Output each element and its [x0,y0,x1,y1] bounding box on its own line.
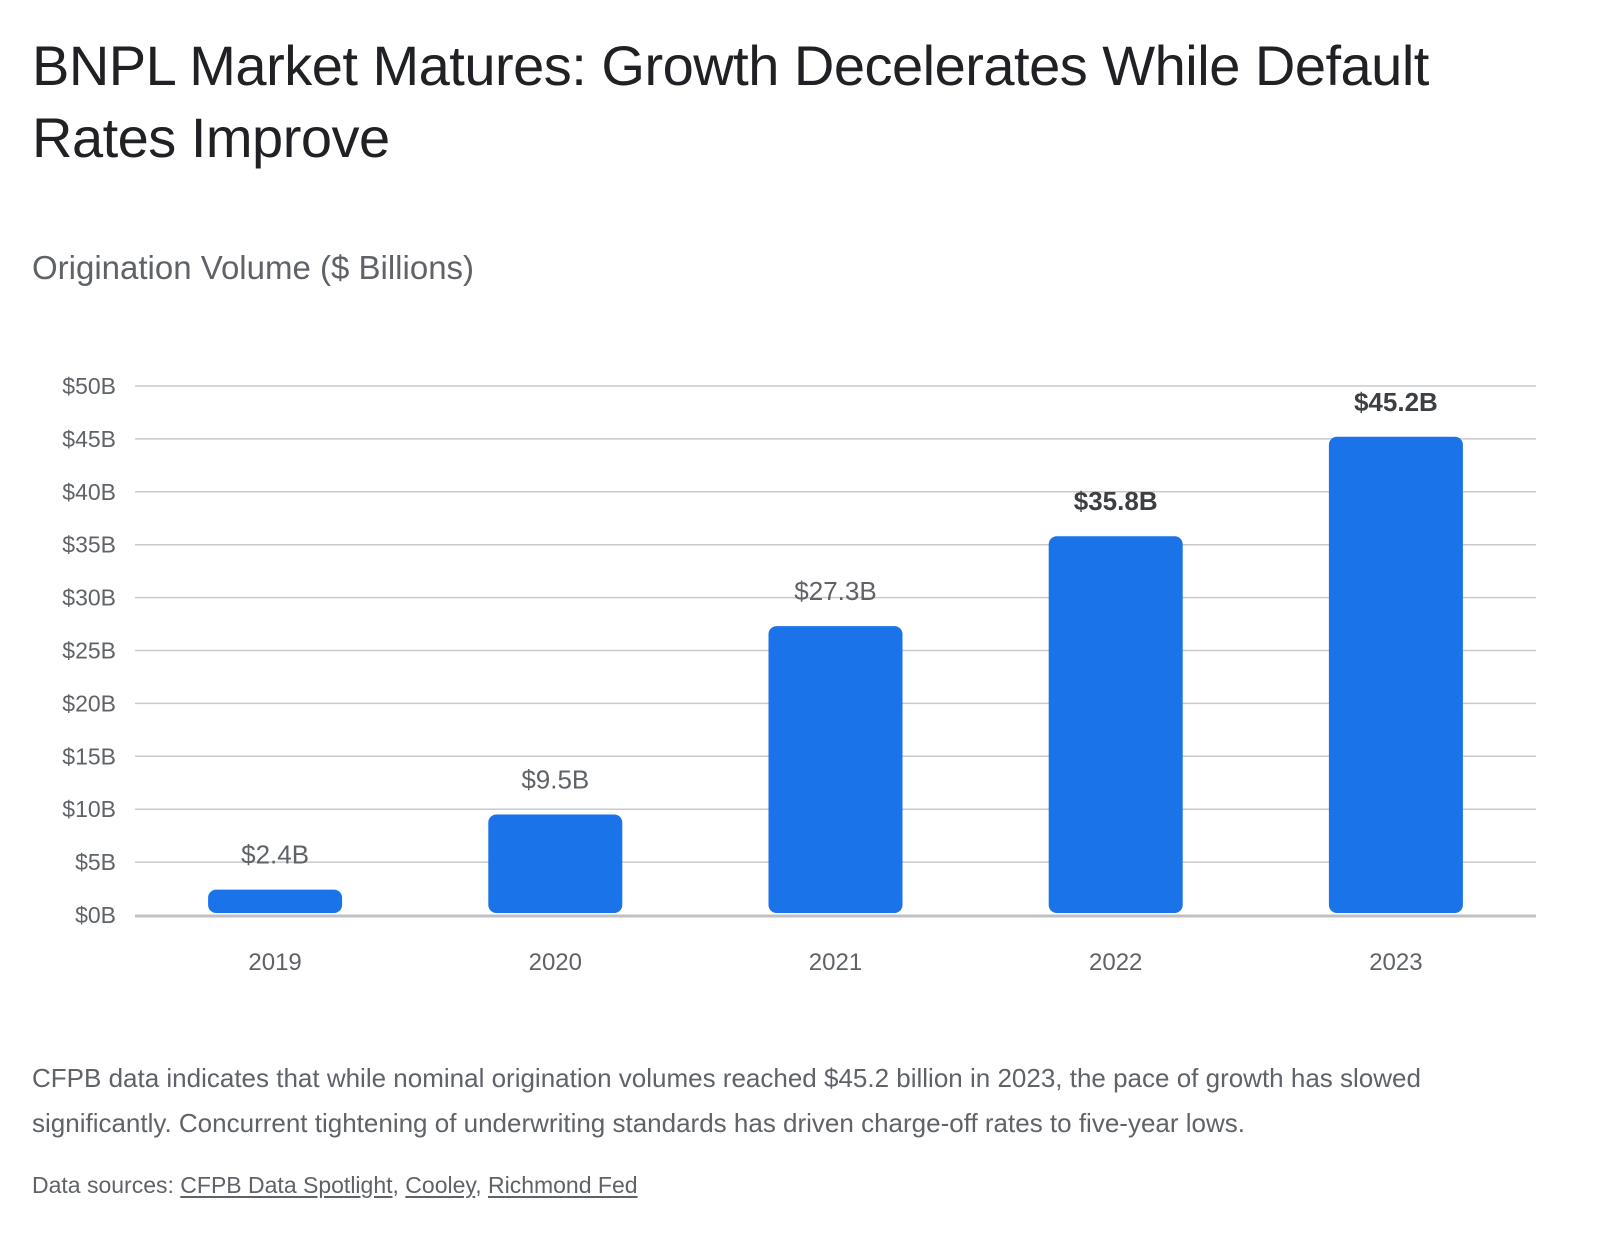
y-tick-label: $5B [75,849,116,875]
source-link-richmond-fed[interactable]: Richmond Fed [487,1172,638,1198]
bar-value-label: $2.4B [241,840,309,870]
data-sources: Data sources: CFPB Data Spotlight, Coole… [32,1168,638,1202]
bar-value-label: $35.8B [1074,486,1158,516]
bar-value-label: $9.5B [521,764,589,794]
bars [208,436,1463,913]
bar-chart: $0B $5B $10B $15B $20B $25B $30B $35B $40B $45B $5… [62,373,1536,976]
y-tick-label: $35B [62,532,116,558]
y-tick-label: $25B [62,638,116,664]
bar [1048,536,1183,913]
y-tick-label: $10B [62,796,116,822]
x-tick-label: 2019 [248,949,301,976]
y-tick-label: $20B [62,690,116,716]
bar-value-label: $27.3B [794,576,876,606]
y-tick-label: $50B [62,373,116,399]
data-sources-label: Data sources: [32,1172,174,1198]
chart-description: CFPB data indicates that while nominal o… [32,1063,1421,1138]
y-tick-label: $45B [62,426,116,452]
source-separator: , [392,1172,399,1198]
bar [768,626,903,913]
source-separator: , [475,1172,482,1198]
y-tick-label: $30B [62,585,116,611]
bar [488,814,623,913]
chart-subtitle: Origination Volume ($ Billions) [32,249,475,286]
x-tick-label: 2021 [809,949,862,976]
y-axis-tick-labels: $0B $5B $10B $15B $20B $25B $30B $35B $40B $45B $5… [62,373,116,928]
bar [208,889,343,913]
data-labels: $2.4B $9.5B $27.3B $35.8B $45.2B [241,387,1438,870]
source-link-cooley[interactable]: Cooley [405,1172,476,1198]
bar [1328,436,1463,913]
source-link-cfpb[interactable]: CFPB Data Spotlight [180,1172,393,1198]
x-axis-tick-labels: 2019 2020 2021 2022 2023 [248,949,1422,976]
x-tick-label: 2023 [1369,949,1422,976]
y-tick-label: $40B [62,479,116,505]
bar-value-label: $45.2B [1354,387,1438,417]
page-title: BNPL Market Matures: Growth Decelerates … [32,34,1429,169]
y-tick-label: $0B [75,902,116,928]
x-tick-label: 2022 [1089,949,1142,976]
y-tick-label: $15B [62,743,116,769]
x-tick-label: 2020 [529,949,582,976]
